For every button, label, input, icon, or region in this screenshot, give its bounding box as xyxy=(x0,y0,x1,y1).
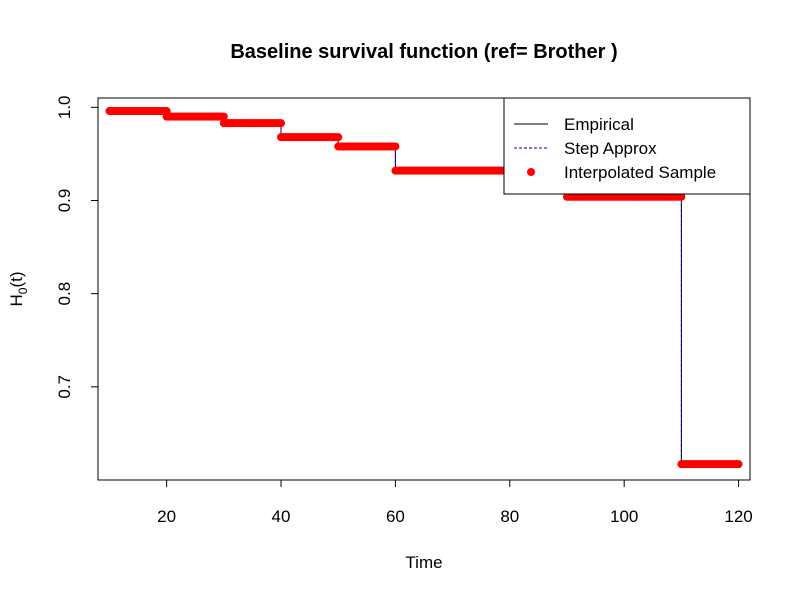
y-axis-label: H0(t) xyxy=(7,271,30,306)
x-tick-label: 60 xyxy=(386,507,405,526)
sample-point xyxy=(677,192,686,201)
y-axis-label-tail: (t) xyxy=(7,271,26,287)
sample-point xyxy=(334,133,343,142)
y-axis-label-main: H xyxy=(7,294,26,306)
x-tick-label: 40 xyxy=(272,507,291,526)
y-tick-label: 0.8 xyxy=(55,282,74,306)
x-axis: 20 40 60 80 100 120 xyxy=(157,479,753,526)
legend-box xyxy=(503,97,751,195)
y-axis: 0.7 0.8 0.9 1.0 xyxy=(55,95,99,399)
x-tick-label: 120 xyxy=(724,507,752,526)
x-tick-label: 20 xyxy=(157,507,176,526)
legend-label: Interpolated Sample xyxy=(564,163,716,182)
legend-swatch-sample xyxy=(527,168,535,176)
legend-label: Empirical xyxy=(564,115,634,134)
sample-point xyxy=(734,460,743,469)
chart-title: Baseline survival function (ref= Brother… xyxy=(230,41,617,63)
y-axis-label-sub: 0 xyxy=(16,287,30,294)
y-tick-label: 1.0 xyxy=(55,95,74,119)
sample-point xyxy=(219,112,228,121)
legend: Empirical Step Approx Interpolated Sample xyxy=(503,97,751,195)
x-axis-label: Time xyxy=(405,553,442,572)
x-tick-label: 100 xyxy=(610,507,638,526)
y-tick-label: 0.9 xyxy=(55,189,74,213)
x-tick-label: 80 xyxy=(500,507,519,526)
sample-point xyxy=(391,142,400,151)
sample-point xyxy=(277,119,286,128)
legend-label: Step Approx xyxy=(564,139,657,158)
y-tick-label: 0.7 xyxy=(55,375,74,399)
